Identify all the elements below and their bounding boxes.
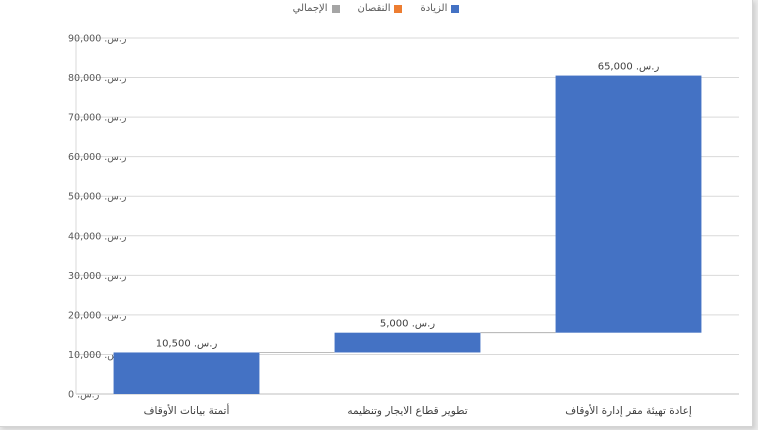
y-tick-label: ر.س. 10,000 bbox=[68, 350, 127, 361]
data-label: ر.س. 65,000 bbox=[598, 62, 660, 73]
y-axis-ticks: ر.س. 0 ر.س. 10,000 ر.س. 20,000 ر.س. 30,000 ر… bbox=[68, 34, 127, 401]
legend-label-total: الإجمالي bbox=[292, 3, 328, 14]
legend-swatch-decrease bbox=[394, 4, 403, 13]
legend-label-increase: الزيادة bbox=[420, 3, 448, 14]
y-tick-label: ر.س. 80,000 bbox=[68, 73, 127, 84]
bar[interactable] bbox=[334, 332, 481, 353]
y-tick-label: ر.س. 30,000 bbox=[68, 271, 127, 282]
data-label: ر.س. 5,000 bbox=[380, 319, 435, 330]
y-tick-label: ر.س. 40,000 bbox=[68, 231, 127, 242]
data-label: ر.س. 10,500 bbox=[156, 338, 218, 349]
y-tick-label: ر.س. 60,000 bbox=[68, 152, 127, 163]
bar[interactable] bbox=[555, 75, 702, 333]
y-tick-label: ر.س. 20,000 bbox=[68, 310, 127, 321]
y-tick-label: ر.س. 90,000 bbox=[68, 34, 127, 45]
legend-label-decrease: النقصان bbox=[357, 3, 391, 14]
legend-item-increase[interactable]: الزيادة bbox=[420, 3, 460, 14]
bars: ر.س. 10,500 ر.س. 5,000 ر.س. 65,000 bbox=[113, 62, 702, 394]
category-label: تطوير قطاع الايجار وتنظيمه bbox=[347, 405, 467, 417]
legend-item-decrease[interactable]: النقصان bbox=[358, 3, 403, 14]
legend-swatch-increase bbox=[451, 4, 460, 13]
legend-item-total[interactable]: الإجمالي bbox=[293, 3, 340, 14]
y-tick-label: ر.س. 0 bbox=[68, 390, 100, 401]
y-tick-label: ر.س. 70,000 bbox=[68, 113, 127, 124]
legend-swatch-total bbox=[331, 4, 340, 13]
y-tick-label: ر.س. 50,000 bbox=[68, 192, 127, 203]
bar[interactable] bbox=[113, 352, 260, 394]
chart-legend: الزيادة النقصان الإجمالي bbox=[0, 3, 752, 14]
x-axis-categories: أتمتة بيانات الأوقاف تطوير قطاع الايجار و… bbox=[144, 403, 692, 417]
category-label: إعادة تهيئة مقر إدارة الأوقاف bbox=[565, 404, 692, 417]
category-label: أتمتة بيانات الأوقاف bbox=[144, 403, 230, 417]
